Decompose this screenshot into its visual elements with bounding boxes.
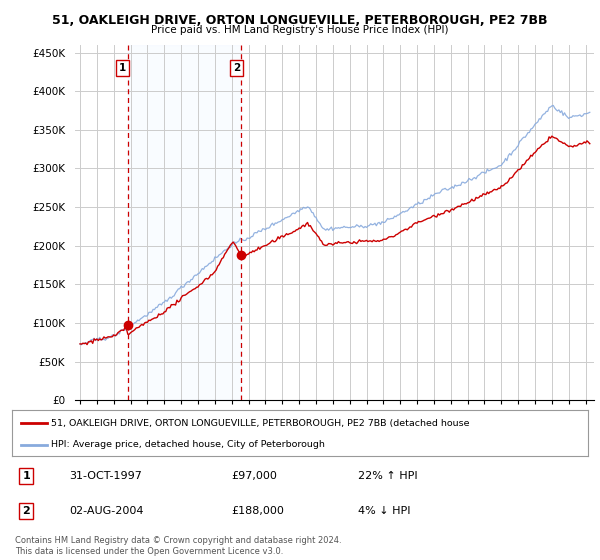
Text: 51, OAKLEIGH DRIVE, ORTON LONGUEVILLE, PETERBOROUGH, PE2 7BB (detached house: 51, OAKLEIGH DRIVE, ORTON LONGUEVILLE, P…	[51, 419, 470, 428]
Text: 51, OAKLEIGH DRIVE, ORTON LONGUEVILLE, PETERBOROUGH, PE2 7BB: 51, OAKLEIGH DRIVE, ORTON LONGUEVILLE, P…	[52, 14, 548, 27]
Text: Contains HM Land Registry data © Crown copyright and database right 2024.
This d: Contains HM Land Registry data © Crown c…	[15, 536, 341, 556]
Text: 22% ↑ HPI: 22% ↑ HPI	[358, 472, 417, 482]
Text: £188,000: £188,000	[231, 506, 284, 516]
Text: 1: 1	[119, 63, 127, 73]
Bar	[128, 45, 241, 400]
Text: Price paid vs. HM Land Registry's House Price Index (HPI): Price paid vs. HM Land Registry's House …	[151, 25, 449, 35]
Text: 31-OCT-1997: 31-OCT-1997	[70, 472, 142, 482]
Text: HPI: Average price, detached house, City of Peterborough: HPI: Average price, detached house, City…	[51, 440, 325, 450]
Text: 4% ↓ HPI: 4% ↓ HPI	[358, 506, 410, 516]
Text: 2: 2	[233, 63, 240, 73]
Text: £97,000: £97,000	[231, 472, 277, 482]
Text: 2: 2	[23, 506, 30, 516]
Text: 1: 1	[23, 472, 30, 482]
Text: 02-AUG-2004: 02-AUG-2004	[70, 506, 144, 516]
